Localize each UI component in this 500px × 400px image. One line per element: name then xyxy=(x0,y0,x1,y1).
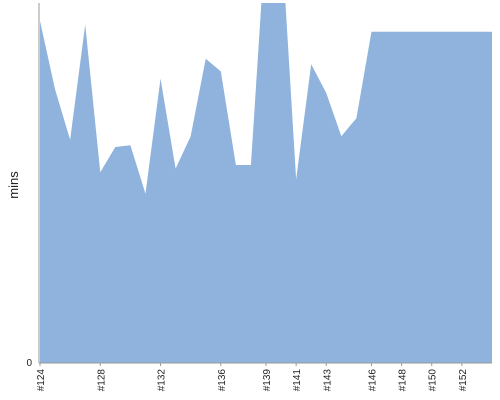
y-tick-label: 0 xyxy=(26,358,32,369)
y-axis-label: mins xyxy=(6,171,21,199)
x-tick-label: #132 xyxy=(157,369,168,392)
area-series xyxy=(40,3,492,363)
x-tick-label: #146 xyxy=(368,369,379,392)
x-tick-label: #148 xyxy=(398,369,409,392)
x-tick-label: #141 xyxy=(292,369,303,392)
x-tick-label: #152 xyxy=(458,369,469,392)
plot-area xyxy=(40,3,492,363)
x-tick-label: #139 xyxy=(262,369,273,392)
x-tick-label: #128 xyxy=(96,369,107,392)
x-tick-label: #143 xyxy=(322,369,333,392)
x-tick-label: #136 xyxy=(217,369,228,392)
y-axis-ticks: 0 xyxy=(26,358,32,369)
x-tick-label: #124 xyxy=(36,369,47,392)
x-tick-label: #150 xyxy=(428,369,439,392)
x-axis-ticks: #124 #128 #132 #136 #139 #141 #143 #146 #148 #150… xyxy=(36,363,469,391)
